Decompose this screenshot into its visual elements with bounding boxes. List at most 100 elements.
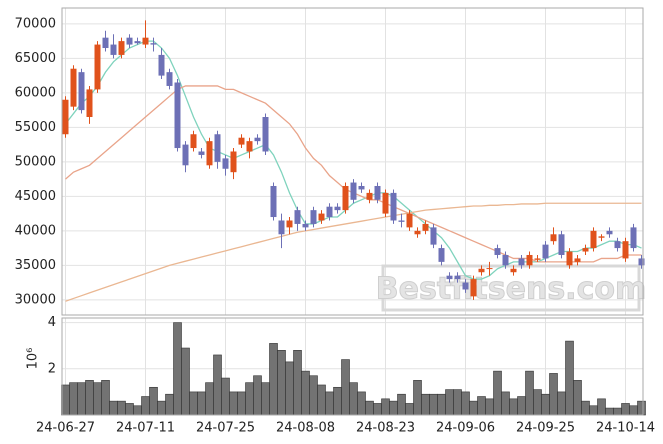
candle-body <box>166 72 173 86</box>
volume-bar <box>157 400 166 416</box>
volume-bar <box>629 405 638 416</box>
volume-bar <box>325 391 334 416</box>
y-axis-label: 10⁶ <box>26 348 41 370</box>
volume-bar <box>77 382 86 416</box>
candle-body <box>542 244 549 259</box>
volume-bar <box>565 340 574 416</box>
candle-body <box>206 141 213 166</box>
candle-body <box>630 227 637 249</box>
volume-bar <box>69 382 78 416</box>
candle-body <box>110 44 117 55</box>
watermark-box <box>381 264 641 312</box>
x-tick-label: 24-09-25 <box>516 421 575 436</box>
candle-body <box>366 192 373 200</box>
volume-bar <box>509 398 518 416</box>
volume-bar <box>213 354 222 416</box>
volume-bar <box>141 396 150 416</box>
candle-body <box>598 236 605 238</box>
volume-bar <box>117 400 126 416</box>
candle-body <box>470 279 477 297</box>
volume-bar <box>573 380 582 416</box>
candle-body <box>590 230 597 249</box>
candle-body <box>446 275 453 280</box>
candle-body <box>302 223 309 228</box>
candle-body <box>342 185 349 211</box>
volume-bar <box>549 373 558 416</box>
volume-bar <box>101 380 110 416</box>
candle-body <box>142 37 149 45</box>
candle-body <box>286 220 293 228</box>
candle-body <box>254 137 261 142</box>
volume-bar <box>365 400 374 416</box>
candle-body <box>246 141 253 152</box>
candle-body <box>518 258 525 266</box>
volume-bar <box>341 359 350 416</box>
x-tick-label: 24-10-14 <box>596 421 655 436</box>
volume-bar <box>149 386 158 416</box>
x-tick-label: 24-07-11 <box>116 421 175 436</box>
candle-body <box>158 54 165 76</box>
candle-body <box>78 72 85 111</box>
volume-bar <box>501 391 510 416</box>
candle-body <box>582 248 589 252</box>
candle-body <box>550 234 557 242</box>
volume-bar <box>389 400 398 416</box>
candle-body <box>494 248 501 255</box>
volume-bar <box>373 403 382 416</box>
volume-bar <box>597 398 606 416</box>
volume-bar <box>525 370 534 416</box>
volume-bar <box>381 398 390 416</box>
candle-body <box>622 241 629 259</box>
volume-bar <box>125 403 134 416</box>
candle-body <box>406 213 413 228</box>
candle-body <box>374 185 381 200</box>
candle-body <box>606 230 613 235</box>
plot-frame <box>61 7 644 316</box>
y-tick-label: 40000 <box>15 223 56 238</box>
candle-body <box>574 258 581 262</box>
volume-bar <box>349 382 358 416</box>
y-tick-label: 50000 <box>15 154 56 169</box>
candle-body <box>638 258 645 266</box>
candle-body <box>334 206 341 211</box>
candle-body <box>414 230 421 235</box>
candle-body <box>486 268 493 270</box>
candle-body <box>462 282 469 290</box>
y-tick-label: 45000 <box>15 189 56 204</box>
candle-body <box>198 151 205 155</box>
volume-bar <box>309 375 318 416</box>
volume-bar <box>429 393 438 416</box>
candle-body <box>238 137 245 145</box>
volume-bar <box>205 382 214 416</box>
volume-bar <box>261 382 270 416</box>
volume-bar <box>621 403 630 416</box>
x-tick-label: 24-08-08 <box>276 421 335 436</box>
volume-bar <box>253 375 262 416</box>
candle-body <box>390 192 397 221</box>
y-tick-label: 65000 <box>15 51 56 66</box>
candle-body <box>118 41 125 55</box>
volume-bar <box>605 407 614 416</box>
volume-bar <box>85 380 94 416</box>
candle-body <box>70 68 77 107</box>
candle-body <box>478 268 485 273</box>
volume-bar <box>229 391 238 416</box>
volume-bar <box>405 403 414 416</box>
candle-body <box>94 44 101 90</box>
candle-body <box>358 185 365 190</box>
candle-body <box>526 254 533 266</box>
candle-body <box>534 258 541 260</box>
volume-bar <box>317 384 326 416</box>
volume-bar <box>197 391 206 416</box>
candle-body <box>614 241 621 249</box>
y-tick-label: 60000 <box>15 85 56 100</box>
candle-body <box>454 275 461 280</box>
candle-body <box>294 210 301 224</box>
volume-bar <box>301 370 310 416</box>
y-tick-label: 4 <box>48 315 56 330</box>
volume-bar <box>333 386 342 416</box>
x-tick-label: 24-08-23 <box>356 421 415 436</box>
volume-bar <box>173 322 182 416</box>
volume-bar <box>493 370 502 416</box>
volume-bar <box>581 400 590 416</box>
